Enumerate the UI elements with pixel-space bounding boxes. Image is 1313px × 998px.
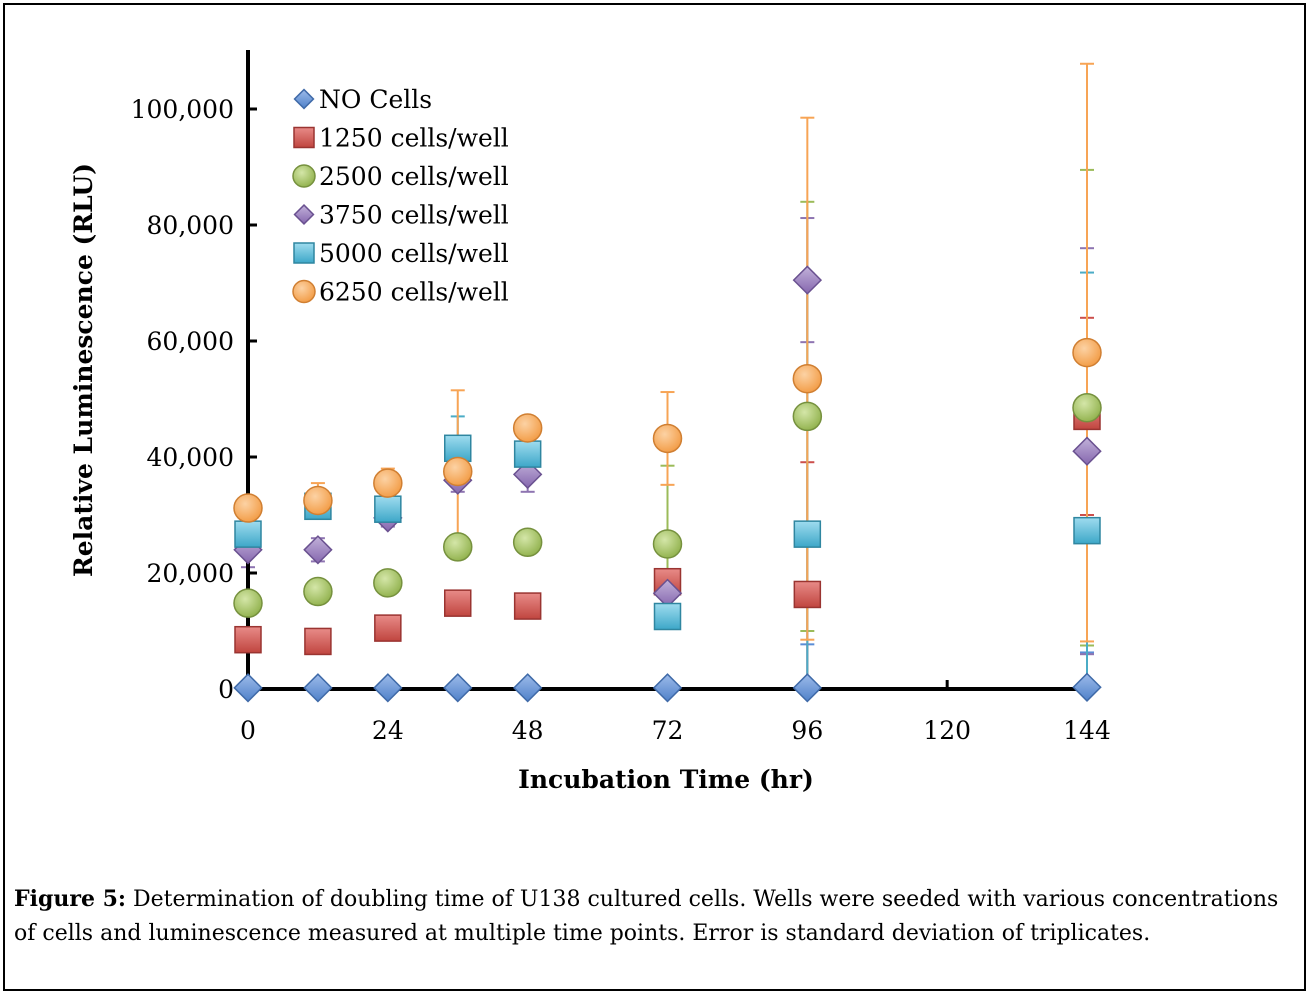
data-point	[304, 627, 332, 656]
data-point	[513, 440, 542, 468]
data-point	[793, 580, 822, 609]
data-point	[233, 493, 263, 523]
data-point	[792, 673, 823, 703]
data-point	[512, 527, 543, 558]
data-point	[653, 602, 682, 631]
x-tick-label: 120	[923, 716, 971, 745]
data-point	[303, 673, 333, 703]
data-point	[652, 673, 683, 703]
data-point	[1072, 672, 1102, 702]
x-tick-label: 72	[652, 716, 684, 745]
data-point	[1072, 436, 1102, 466]
y-tick-label: 40,000	[147, 443, 234, 472]
data-point	[373, 568, 403, 598]
data-point	[233, 588, 263, 618]
axes: 0 20,000 40,000 60,000 80,000 100,000 0 24 48 72 9…	[131, 50, 1111, 745]
data-point	[303, 535, 333, 565]
legend-label: 6250 cells/well	[319, 278, 509, 307]
data-point	[652, 529, 683, 559]
y-tick-label: 60,000	[147, 327, 234, 356]
data-point	[512, 673, 543, 703]
data-point	[443, 456, 473, 487]
y-tick-label: 0	[218, 675, 234, 704]
data-point	[1072, 392, 1102, 423]
data-point	[374, 614, 402, 642]
data-point	[1073, 516, 1101, 545]
legend-label: NO Cells	[319, 85, 432, 114]
legend-label: 2500 cells/well	[319, 162, 509, 191]
figure-caption: Figure 5: Determination of doubling time…	[14, 882, 1299, 951]
legend-marker	[293, 203, 315, 226]
y-tick-label: 80,000	[147, 211, 234, 240]
data-point	[1072, 337, 1102, 368]
x-tick-label: 144	[1063, 716, 1111, 745]
data-point	[792, 265, 823, 295]
data-point	[373, 468, 403, 498]
legend-label: 1250 cells/well	[319, 124, 509, 153]
data-point	[513, 592, 542, 620]
data-point	[792, 401, 823, 432]
data-point	[512, 413, 543, 443]
data-point	[444, 589, 472, 617]
y-axis-label: Relative Luminescence (RLU)	[69, 163, 98, 577]
legend-label: 5000 cells/well	[319, 239, 509, 268]
legend-marker	[293, 88, 315, 110]
legend-marker	[293, 126, 315, 149]
data-point	[233, 673, 263, 703]
legend-marker	[293, 242, 315, 264]
x-tick-label: 96	[791, 716, 823, 745]
data-markers	[233, 265, 1102, 703]
data-point	[793, 520, 822, 548]
legend-marker	[292, 164, 316, 188]
caption-text: Determination of doubling time of U138 c…	[14, 887, 1279, 946]
scatter-chart: 0 20,000 40,000 60,000 80,000 100,000 0 24 48 72 9…	[69, 50, 1111, 794]
legend: NO Cells 1250 cells/well 2500 cells/well 37…	[292, 85, 509, 307]
x-tick-label: 48	[512, 716, 544, 745]
x-tick-label: 0	[240, 716, 256, 745]
y-tick-label: 100,000	[131, 95, 234, 124]
data-point	[443, 673, 473, 703]
data-point	[374, 495, 402, 523]
data-point	[234, 625, 262, 654]
data-point	[792, 363, 823, 394]
figure-frame	[3, 3, 1306, 991]
y-tick-label: 20,000	[147, 559, 234, 588]
data-point	[303, 485, 333, 516]
data-point	[303, 576, 333, 607]
x-tick-label: 24	[372, 716, 404, 745]
x-axis-label: Incubation Time (hr)	[518, 765, 814, 794]
data-point	[652, 423, 683, 454]
legend-marker	[292, 279, 316, 304]
legend-label: 3750 cells/well	[319, 201, 509, 230]
data-point	[234, 520, 262, 548]
caption-label: Figure 5:	[14, 886, 127, 912]
data-point	[443, 532, 473, 562]
data-point	[373, 673, 403, 703]
